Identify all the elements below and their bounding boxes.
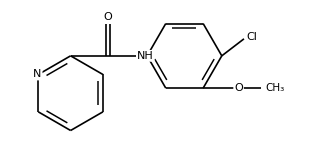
Text: Cl: Cl <box>246 32 257 42</box>
Text: O: O <box>104 12 112 22</box>
Text: CH₃: CH₃ <box>265 83 284 93</box>
Text: O: O <box>234 83 243 93</box>
Text: N: N <box>33 69 42 79</box>
Text: NH: NH <box>137 51 154 61</box>
